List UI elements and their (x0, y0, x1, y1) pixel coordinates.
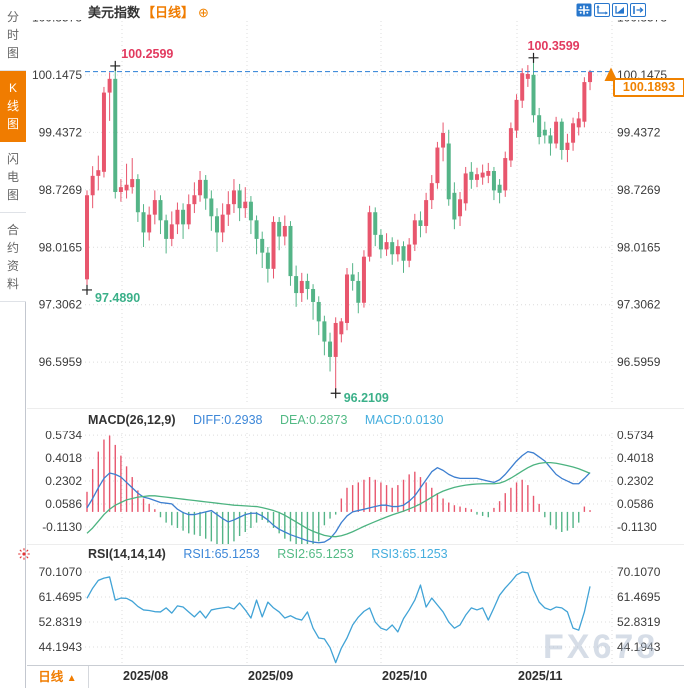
x-axis-label: 2025/11 (518, 669, 563, 683)
period-up-arrow-icon: ▲ (66, 673, 77, 684)
x-axis-label: 2025/08 (123, 669, 169, 683)
rsi-legend: RSI(14,14,14) RSI1:65.1253 RSI2:65.1253 … (27, 544, 684, 564)
add-indicator-icon[interactable]: ⊕ (198, 5, 209, 20)
y-axis-label: 61.4695 (617, 590, 661, 604)
header: 美元指数 【日线】 ⊕ (27, 0, 684, 20)
y-axis-label: 99.4372 (617, 125, 661, 139)
rsi2-value: RSI2:65.1253 (277, 547, 354, 561)
time-axis-bar: 日线 ▲ 2025/08 2025/09 2025/10 2025/11 (27, 665, 684, 688)
y-axis-label: 97.3062 (39, 298, 83, 312)
rsi3-value: RSI3:65.1253 (371, 547, 448, 561)
axis-range-icon[interactable] (594, 3, 610, 17)
candlestick-series (85, 57, 593, 394)
crosshair-mark-icon (110, 60, 121, 71)
y-axis-label: 98.0165 (617, 240, 661, 254)
crosshair-mark-icon (82, 284, 92, 295)
y-axis-label: 97.3062 (617, 298, 661, 312)
last-price-badge: 100.1893 (613, 78, 684, 97)
y-axis-label: 61.4695 (39, 590, 83, 604)
y-axis-label: 98.7269 (39, 183, 83, 197)
macd-params-label: MACD(26,12,9) (88, 413, 176, 427)
y-axis-label: 98.0165 (39, 240, 83, 254)
y-axis-label: 0.2302 (617, 474, 654, 488)
y-axis-label: 98.7269 (617, 183, 661, 197)
y-axis-label: 96.5959 (617, 355, 661, 369)
sidebar: 分时图 K线图 闪电图 合约资料 (0, 0, 26, 688)
y-axis-label: 52.8319 (39, 615, 83, 629)
macd-dea-line (86, 461, 591, 538)
y-axis-label: 52.8319 (617, 615, 661, 629)
macd-diff-line (86, 450, 591, 544)
period-selector-label: 日线 (38, 670, 64, 684)
y-axis-label: 70.1070 (617, 565, 661, 579)
y-axis-label: 44.1943 (39, 640, 83, 654)
macd-diff-value: DIFF:0.2938 (193, 413, 263, 427)
price-annotation: 97.4890 (95, 291, 140, 305)
y-axis-label: 0.2302 (45, 474, 82, 488)
sidebar-tab-contract-info[interactable]: 合约资料 (0, 213, 26, 302)
sidebar-tab-timeline[interactable]: 分时图 (0, 0, 26, 71)
sidebar-tab-candlestick[interactable]: K线图 (0, 71, 26, 142)
y-axis-label: -0.1130 (42, 520, 82, 534)
indicator-settings-icon[interactable] (17, 547, 31, 561)
y-axis-label: 70.1070 (39, 565, 83, 579)
y-axis-label: 0.0586 (45, 497, 82, 511)
y-axis-label: 99.4372 (39, 125, 83, 139)
macd-hist-value: MACD:0.0130 (364, 413, 444, 427)
macd-dea-value: DEA:0.2873 (279, 413, 348, 427)
macd-histogram (86, 435, 591, 546)
y-axis-label: 0.5734 (617, 428, 654, 442)
y-axis-label: 0.0586 (617, 497, 654, 511)
price-annotation: 100.2599 (121, 47, 173, 61)
page-title: 美元指数 【日线】 ⊕ (88, 2, 209, 21)
y-axis-label: -0.1130 (617, 520, 657, 534)
y-axis-label: 44.1943 (617, 640, 661, 654)
chart-canvas[interactable]: 100.8578100.8578100.1475100.147599.43729… (0, 0, 684, 666)
chart-toolbar (576, 3, 646, 17)
macd-legend: MACD(26,12,9) DIFF:0.2938 DEA:0.2873 MAC… (27, 408, 684, 431)
rsi-line (86, 571, 591, 664)
symbol-name: 美元指数 (88, 5, 141, 20)
x-axis-label: 2025/10 (382, 669, 428, 683)
watermark: FX678 (543, 628, 659, 666)
rsi1-value: RSI1:65.1253 (183, 547, 260, 561)
crosshair-mark-icon (330, 388, 341, 399)
period-tag: 【日线】 (142, 5, 195, 20)
period-selector[interactable]: 日线 ▲ (27, 666, 89, 688)
price-marker-arrow-icon (604, 67, 618, 81)
axis-scale-icon[interactable] (612, 3, 628, 17)
y-axis-label: 0.4018 (45, 451, 82, 465)
y-axis-label: 0.4018 (617, 451, 654, 465)
price-annotation: 96.2109 (344, 391, 389, 405)
y-axis-label: 96.5959 (39, 355, 83, 369)
crosshair-icon[interactable] (576, 3, 592, 17)
x-axis-label: 2025/09 (248, 669, 294, 683)
crosshair-mark-icon (528, 52, 539, 63)
price-annotation: 100.3599 (528, 39, 580, 53)
rsi-params-label: RSI(14,14,14) (88, 547, 166, 561)
y-axis-label: 100.1475 (32, 68, 82, 82)
sidebar-tab-flash[interactable]: 闪电图 (0, 142, 26, 213)
y-axis-label: 0.5734 (45, 428, 82, 442)
exit-chart-icon[interactable] (630, 3, 646, 17)
